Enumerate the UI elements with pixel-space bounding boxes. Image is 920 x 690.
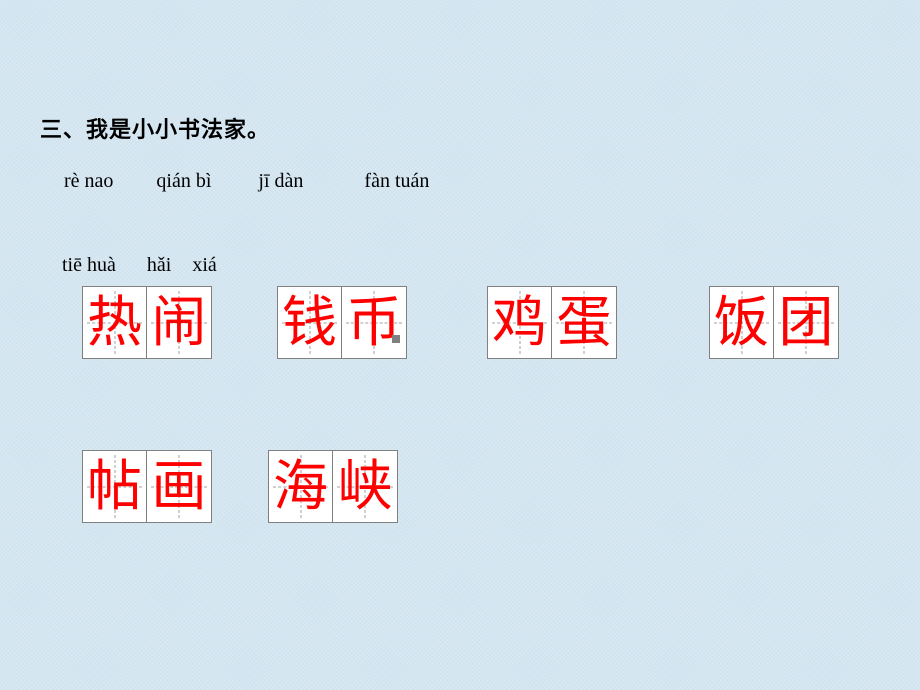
pinyin-row-1: rè nao qián bì jī dàn fàn tuán <box>64 170 429 193</box>
character-row-2: 帖 画 海 峡 <box>82 450 454 523</box>
character: 峡 <box>337 459 392 514</box>
character-group: 饭 团 <box>709 286 839 359</box>
character-row-1: 热 闹 钱 币 鸡 蛋 饭 团 <box>82 286 904 359</box>
character-cell: 闹 <box>147 287 211 358</box>
pinyin-item: tiē huà <box>62 254 116 277</box>
character: 钱 <box>282 295 337 350</box>
character: 海 <box>273 459 328 514</box>
pinyin-item: jī dàn <box>258 170 303 193</box>
pinyin-row-2: tiē huà hǎi xiá <box>62 254 217 277</box>
character-group: 钱 币 <box>277 286 407 359</box>
character-group: 鸡 蛋 <box>487 286 617 359</box>
character-cell: 团 <box>774 287 838 358</box>
character-cell: 峡 <box>333 451 397 522</box>
character-group: 热 闹 <box>82 286 212 359</box>
character-cell: 帖 <box>83 451 147 522</box>
character-cell: 钱 <box>278 287 342 358</box>
character: 蛋 <box>556 295 611 350</box>
pinyin-item: fàn tuán <box>364 170 429 193</box>
character: 热 <box>87 295 142 350</box>
character-group: 帖 画 <box>82 450 212 523</box>
pinyin-item: rè nao <box>64 170 113 193</box>
character: 鸡 <box>492 295 547 350</box>
character-group: 海 峡 <box>268 450 398 523</box>
character: 帖 <box>87 459 142 514</box>
character-cell: 热 <box>83 287 147 358</box>
character: 闹 <box>151 295 206 350</box>
character: 饭 <box>714 295 769 350</box>
character-cell: 画 <box>147 451 211 522</box>
character-cell: 鸡 <box>488 287 552 358</box>
character: 团 <box>778 295 833 350</box>
cursor-marker <box>392 335 400 343</box>
pinyin-item: qián bì <box>156 170 211 193</box>
character-cell: 饭 <box>710 287 774 358</box>
character-cell: 蛋 <box>552 287 616 358</box>
pinyin-item: xiá <box>192 254 216 277</box>
character-cell: 海 <box>269 451 333 522</box>
character-cell: 币 <box>342 287 406 358</box>
section-title: 三、我是小小书法家。 <box>40 112 270 144</box>
pinyin-item: hǎi <box>147 254 171 277</box>
character: 画 <box>151 459 206 514</box>
